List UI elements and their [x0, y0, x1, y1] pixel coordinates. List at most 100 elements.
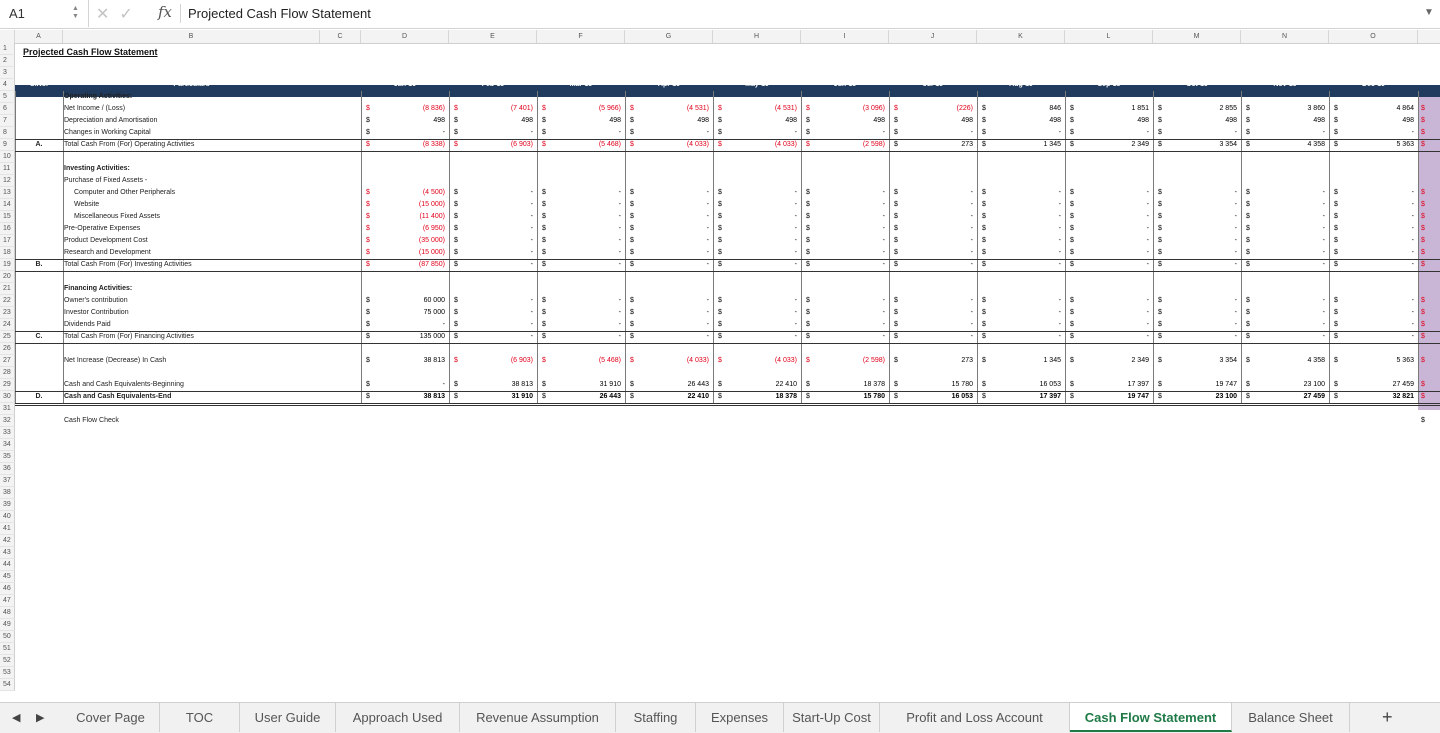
row-header[interactable]: 39 [0, 499, 15, 511]
value-cell[interactable]: 498 [433, 117, 445, 124]
column-header-h[interactable]: H [713, 30, 801, 43]
value-cell[interactable]: 23 100 [1215, 393, 1237, 400]
value-cell[interactable]: - [970, 201, 973, 208]
name-box-spinner-icon[interactable]: ▲ ▼ [72, 5, 79, 20]
value-cell[interactable]: - [970, 297, 973, 304]
value-cell[interactable]: 498 [521, 117, 533, 124]
column-header-f[interactable]: F [537, 30, 625, 43]
value-cell[interactable]: - [706, 309, 709, 316]
row-label[interactable]: Computer and Other Peripherals [74, 189, 176, 196]
value-cell[interactable]: (5 468) [598, 357, 621, 364]
value-cell[interactable]: - [1058, 129, 1061, 136]
value-cell[interactable]: - [882, 249, 885, 256]
value-cell[interactable]: - [706, 249, 709, 256]
value-cell[interactable]: 498 [1049, 117, 1061, 124]
sheet-tab[interactable]: Cover Page [62, 703, 160, 732]
value-cell[interactable]: - [706, 129, 709, 136]
value-cell[interactable]: (11 400) [419, 213, 445, 220]
value-cell[interactable]: - [706, 201, 709, 208]
value-cell[interactable]: - [1411, 321, 1414, 328]
column-header-m[interactable]: M [1153, 30, 1241, 43]
row-header[interactable]: 14 [0, 199, 15, 211]
row-header[interactable]: 20 [0, 271, 15, 283]
row-label[interactable]: Operating Activities: [64, 93, 133, 100]
value-cell[interactable]: - [442, 129, 445, 136]
value-cell[interactable]: 4 358 [1307, 357, 1325, 364]
row-header[interactable]: 9 [0, 139, 15, 151]
value-cell[interactable]: - [1411, 249, 1414, 256]
value-cell[interactable]: - [1322, 213, 1325, 220]
value-cell[interactable]: 38 813 [511, 381, 533, 388]
corner-cell[interactable] [0, 30, 15, 43]
column-header-a[interactable]: A [15, 30, 63, 43]
value-cell[interactable]: (15 000) [418, 201, 445, 208]
value-cell[interactable]: - [706, 213, 709, 220]
value-cell[interactable]: (5 966) [598, 105, 621, 112]
value-cell[interactable]: (2 598) [862, 141, 885, 148]
value-cell[interactable]: (6 950) [422, 225, 445, 232]
name-box[interactable]: A1 ▲ ▼ [0, 0, 89, 27]
row-label[interactable]: Dividends Paid [64, 321, 111, 328]
value-cell[interactable]: - [1234, 213, 1237, 220]
value-cell[interactable]: - [1234, 261, 1237, 268]
value-cell[interactable]: (4 033) [774, 357, 797, 364]
column-header-b[interactable]: B [63, 30, 320, 43]
value-cell[interactable]: - [794, 261, 797, 268]
formula-expand-icon[interactable]: ▼ [1424, 7, 1434, 18]
value-cell[interactable]: 5 363 [1396, 357, 1414, 364]
row-header[interactable]: 18 [0, 247, 15, 259]
row-label[interactable]: Cash and Cash Equivalents-End [64, 393, 172, 400]
value-cell[interactable]: - [442, 381, 445, 388]
row-label[interactable]: Investor Contribution [64, 309, 129, 316]
row-header[interactable]: 49 [0, 619, 15, 631]
row-header[interactable]: 36 [0, 463, 15, 475]
value-cell[interactable]: - [1322, 309, 1325, 316]
value-cell[interactable]: - [794, 237, 797, 244]
value-cell[interactable]: 498 [1402, 117, 1414, 124]
value-cell[interactable]: 135 000 [419, 333, 445, 340]
value-cell[interactable]: - [1234, 225, 1237, 232]
value-cell[interactable]: - [882, 333, 885, 340]
value-cell[interactable]: - [882, 261, 885, 268]
value-cell[interactable]: 273 [961, 357, 973, 364]
value-cell[interactable]: - [882, 189, 885, 196]
column-header-c[interactable]: C [320, 30, 361, 43]
value-cell[interactable]: (4 531) [774, 105, 797, 112]
value-cell[interactable]: - [530, 201, 533, 208]
value-cell[interactable]: - [530, 321, 533, 328]
value-cell[interactable]: - [1146, 201, 1149, 208]
value-cell[interactable]: - [1322, 201, 1325, 208]
value-cell[interactable]: 2 855 [1219, 105, 1237, 112]
value-cell[interactable]: - [794, 333, 797, 340]
value-cell[interactable]: 38 813 [423, 393, 445, 400]
value-cell[interactable]: 32 821 [1392, 393, 1414, 400]
value-cell[interactable]: - [1411, 309, 1414, 316]
value-cell[interactable]: (7 401) [510, 105, 533, 112]
sheet-tab[interactable]: Revenue Assumption [460, 703, 616, 732]
row-header[interactable]: 16 [0, 223, 15, 235]
value-cell[interactable]: 273 [961, 141, 973, 148]
value-cell[interactable]: - [882, 201, 885, 208]
value-cell[interactable]: - [530, 129, 533, 136]
value-cell[interactable]: - [1322, 321, 1325, 328]
value-cell[interactable]: 498 [609, 117, 621, 124]
value-cell[interactable]: - [618, 249, 621, 256]
value-cell[interactable]: - [1322, 333, 1325, 340]
row-header[interactable]: 6 [0, 103, 15, 115]
value-cell[interactable]: - [1234, 297, 1237, 304]
value-cell[interactable]: 3 860 [1307, 105, 1325, 112]
row-label[interactable]: Total Cash From (For) Operating Activiti… [64, 141, 195, 148]
row-header[interactable]: 43 [0, 547, 15, 559]
value-cell[interactable]: 60 000 [423, 297, 445, 304]
row-header[interactable]: 29 [0, 379, 15, 391]
value-cell[interactable]: (4 500) [422, 189, 445, 196]
row-header[interactable]: 22 [0, 295, 15, 307]
value-cell[interactable]: - [706, 297, 709, 304]
value-cell[interactable]: - [1146, 321, 1149, 328]
row-header[interactable]: 17 [0, 235, 15, 247]
value-cell[interactable]: - [530, 297, 533, 304]
value-cell[interactable]: 17 397 [1127, 381, 1149, 388]
value-cell[interactable]: - [618, 201, 621, 208]
value-cell[interactable]: - [970, 309, 973, 316]
value-cell[interactable]: 26 443 [599, 393, 621, 400]
